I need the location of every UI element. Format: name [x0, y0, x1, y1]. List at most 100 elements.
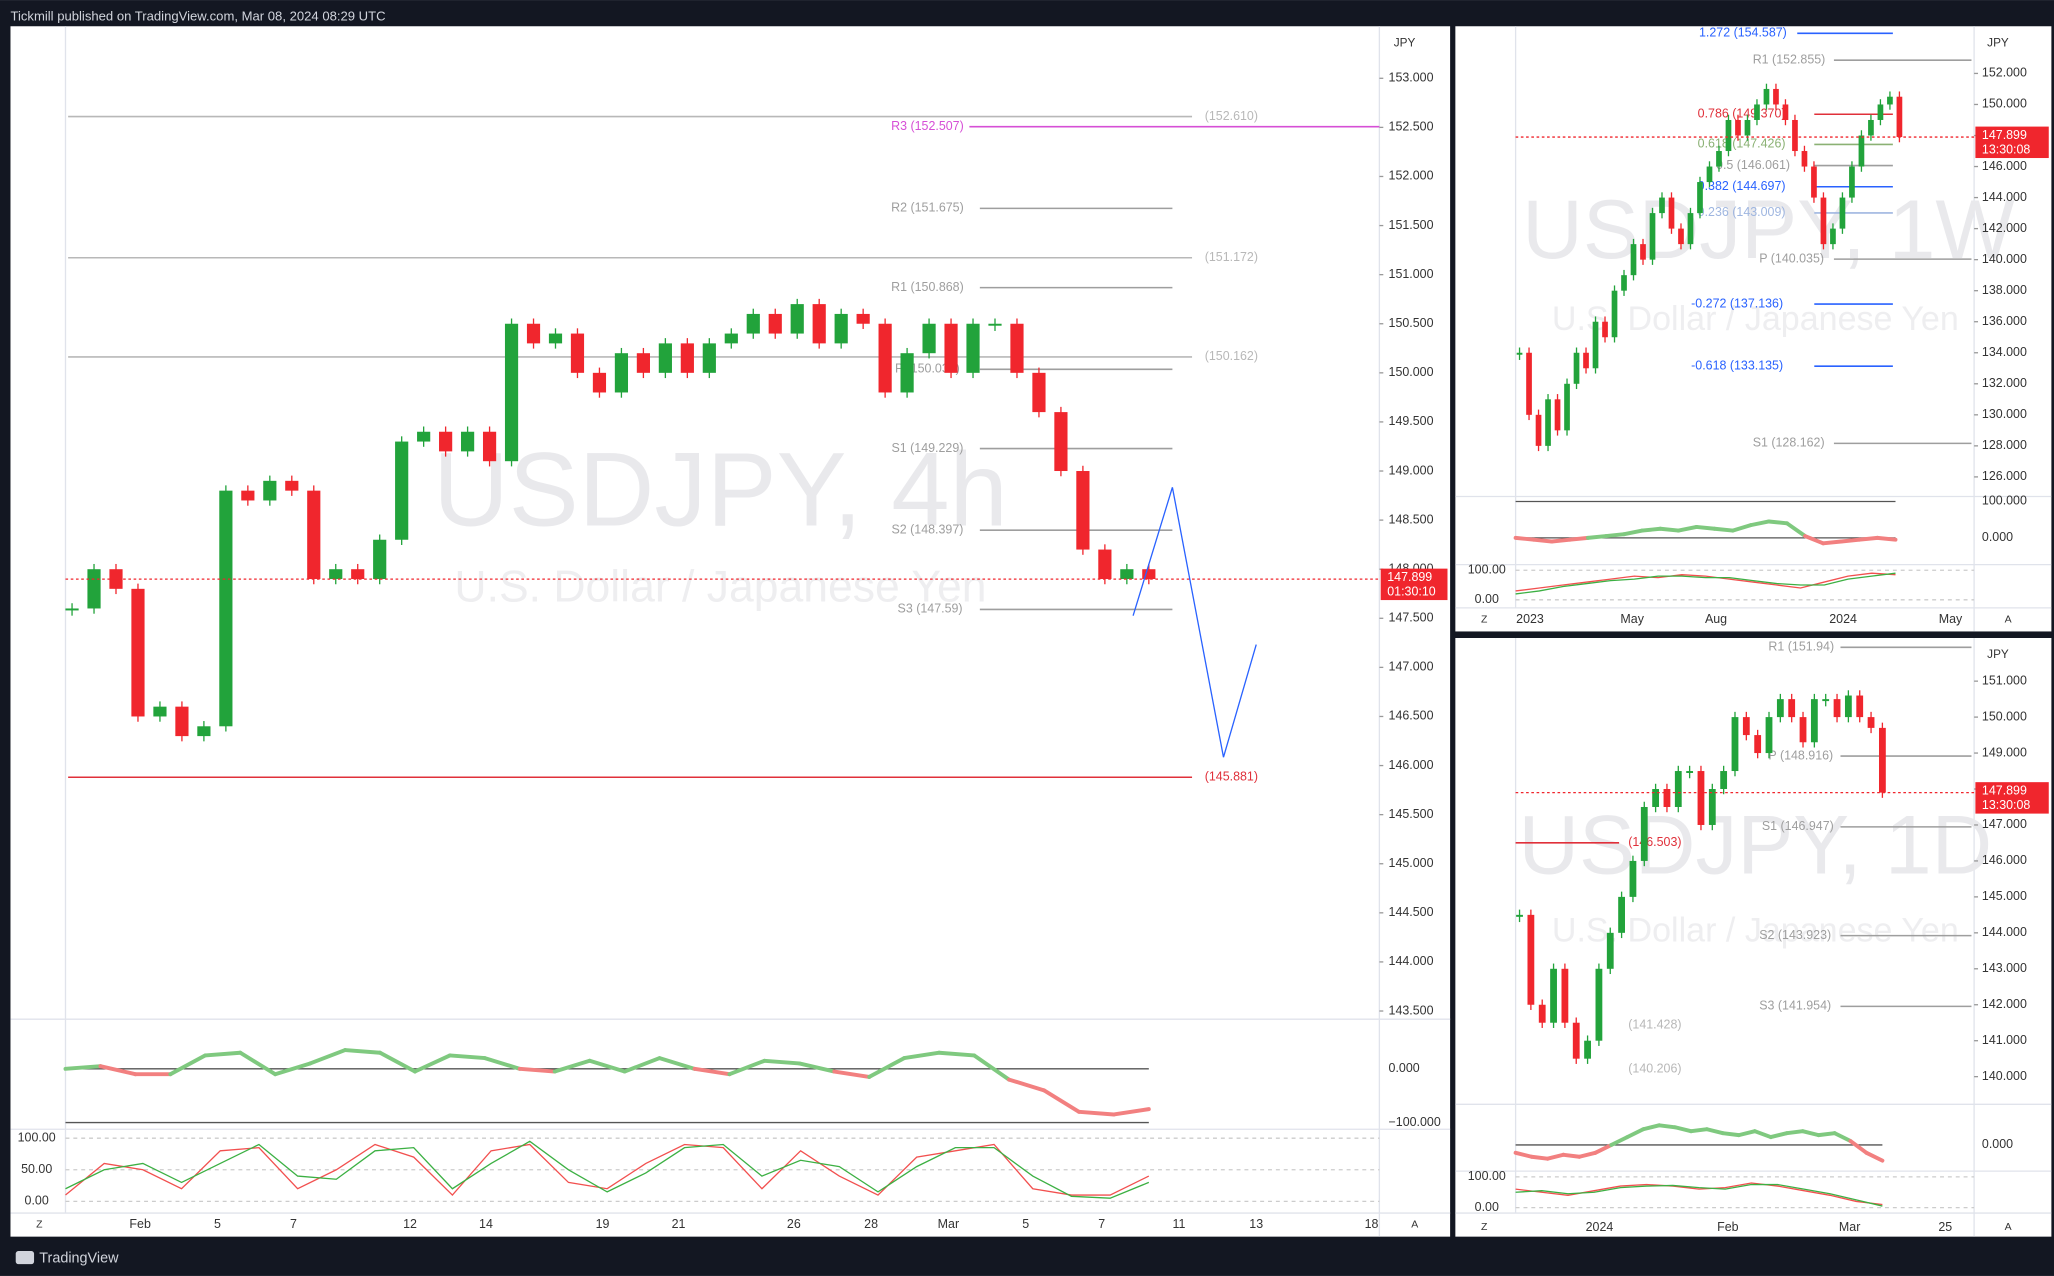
level-label: -0.618 (133.135): [1691, 358, 1783, 372]
candle: [461, 431, 475, 452]
candle: [1649, 213, 1656, 260]
y-tick-label: 145.000: [1389, 856, 1434, 870]
candle: [1554, 399, 1561, 431]
level-label: 0.382 (144.697): [1698, 179, 1786, 193]
candle: [1686, 771, 1694, 773]
level-label: R1 (152.855): [1753, 52, 1826, 66]
y-tick-label: 152.000: [1389, 169, 1434, 183]
candle: [944, 323, 958, 373]
candle: [1142, 569, 1156, 580]
candle: [1697, 771, 1705, 825]
candle: [1773, 88, 1779, 105]
x-tick-label: Aug: [1705, 612, 1727, 626]
scale-button[interactable]: Z: [1481, 1222, 1488, 1233]
candle: [87, 569, 101, 609]
osc-segment: [1857, 535, 1880, 542]
chart-panel: USDJPY, 4h U.S. Dollar / Japanese Yen JPY 1…: [10, 26, 1451, 1237]
candle: [1868, 119, 1874, 136]
candle: [1606, 932, 1614, 969]
candle: [1799, 717, 1807, 743]
osc-segment: [1766, 519, 1789, 526]
x-tick-label: Feb: [129, 1217, 151, 1231]
osc-segment: [1657, 1123, 1678, 1130]
candle: [1844, 695, 1852, 718]
y-tick-label: 130.000: [1982, 407, 2027, 421]
chart-panel: USDJPY, 1W U.S. Dollar / Japanese Yen JPY 1…: [1455, 26, 2052, 632]
scale-button[interactable]: Z: [36, 1220, 43, 1231]
candle: [1527, 914, 1535, 1005]
candle: [263, 480, 277, 501]
scale-button[interactable]: A: [2005, 1222, 2012, 1233]
last-price-label: 147.899: [1387, 570, 1432, 584]
y-tick-label: 144.000: [1982, 190, 2027, 204]
osc-segment: [1111, 1107, 1151, 1117]
x-tick-label: 7: [290, 1217, 297, 1231]
osc-segment: [273, 1061, 313, 1077]
candle: [1611, 290, 1618, 338]
osc-segment: [972, 1053, 1012, 1082]
candle: [1720, 771, 1728, 790]
candle: [504, 323, 519, 462]
osc-segment: [1609, 1135, 1630, 1147]
osc-tick-label: 100.000: [1982, 494, 2027, 508]
x-tick-label: Mar: [1839, 1220, 1860, 1234]
candle: [592, 372, 607, 393]
candle: [702, 343, 716, 373]
level-label: S1 (146.947): [1762, 819, 1834, 833]
scale-button[interactable]: Z: [1481, 614, 1488, 625]
candle: [636, 353, 650, 373]
y-tick-label: 151.000: [1389, 267, 1434, 281]
osc-segment: [762, 1058, 802, 1066]
osc-segment: [1875, 535, 1898, 542]
osc-tick-label: −100.000: [1389, 1115, 1441, 1129]
candle: [1896, 96, 1903, 138]
osc-segment: [412, 1053, 452, 1074]
osc-tick-label: 0.000: [1982, 1137, 2013, 1151]
level-label: S2 (143.923): [1759, 928, 1831, 942]
osc-segment: [1736, 1129, 1757, 1138]
y-tick-label: 141.000: [1982, 1033, 2027, 1047]
candle: [680, 343, 694, 373]
candle: [1867, 717, 1875, 728]
candle: [307, 490, 321, 580]
scale-button[interactable]: A: [1411, 1220, 1418, 1231]
candle: [1706, 166, 1713, 183]
candle: [1098, 549, 1112, 580]
y-tick-label: 147.000: [1982, 817, 2027, 831]
candle: [1010, 323, 1024, 373]
osc-segment: [1641, 1123, 1662, 1132]
osc-segment: [1784, 1129, 1805, 1136]
osc-segment: [1864, 1150, 1885, 1163]
level-label: R2 (151.675): [891, 201, 964, 215]
y-tick-label: 148.500: [1389, 512, 1434, 526]
candle: [219, 490, 233, 727]
level-label: 0.5 (146.061): [1716, 158, 1790, 172]
x-tick-label: Mar: [938, 1217, 959, 1231]
y-tick-label: 145.500: [1389, 807, 1434, 821]
countdown: 13:30:08: [1982, 798, 2030, 812]
candle: [1516, 914, 1523, 917]
level-label: (150.162): [1205, 349, 1258, 363]
scale-button[interactable]: A: [2005, 614, 2012, 625]
osc-segment: [1748, 519, 1771, 528]
candle: [1668, 197, 1675, 229]
osc-segment: [1673, 1125, 1693, 1134]
candle: [482, 431, 497, 462]
last-price-label: 147.899: [1982, 784, 2027, 798]
osc-segment: [1640, 526, 1663, 533]
x-tick-label: 13: [1249, 1217, 1263, 1231]
candle: [285, 480, 299, 491]
candle: [1564, 383, 1570, 431]
x-tick-label: 5: [214, 1217, 221, 1231]
candle: [1811, 166, 1817, 198]
osc-segment: [1768, 1131, 1789, 1140]
chart-panel: USDJPY, 1DU.S. Dollar / Japanese YenJPY1…: [1455, 638, 2052, 1237]
candle: [351, 569, 365, 580]
y-tick-label: 153.000: [1389, 71, 1434, 85]
candle: [746, 313, 760, 334]
y-tick-label: 146.500: [1389, 709, 1434, 723]
currency: JPY: [1394, 36, 1416, 49]
osc-segment: [203, 1050, 243, 1058]
osc-segment: [517, 1066, 557, 1074]
candle: [241, 490, 255, 501]
